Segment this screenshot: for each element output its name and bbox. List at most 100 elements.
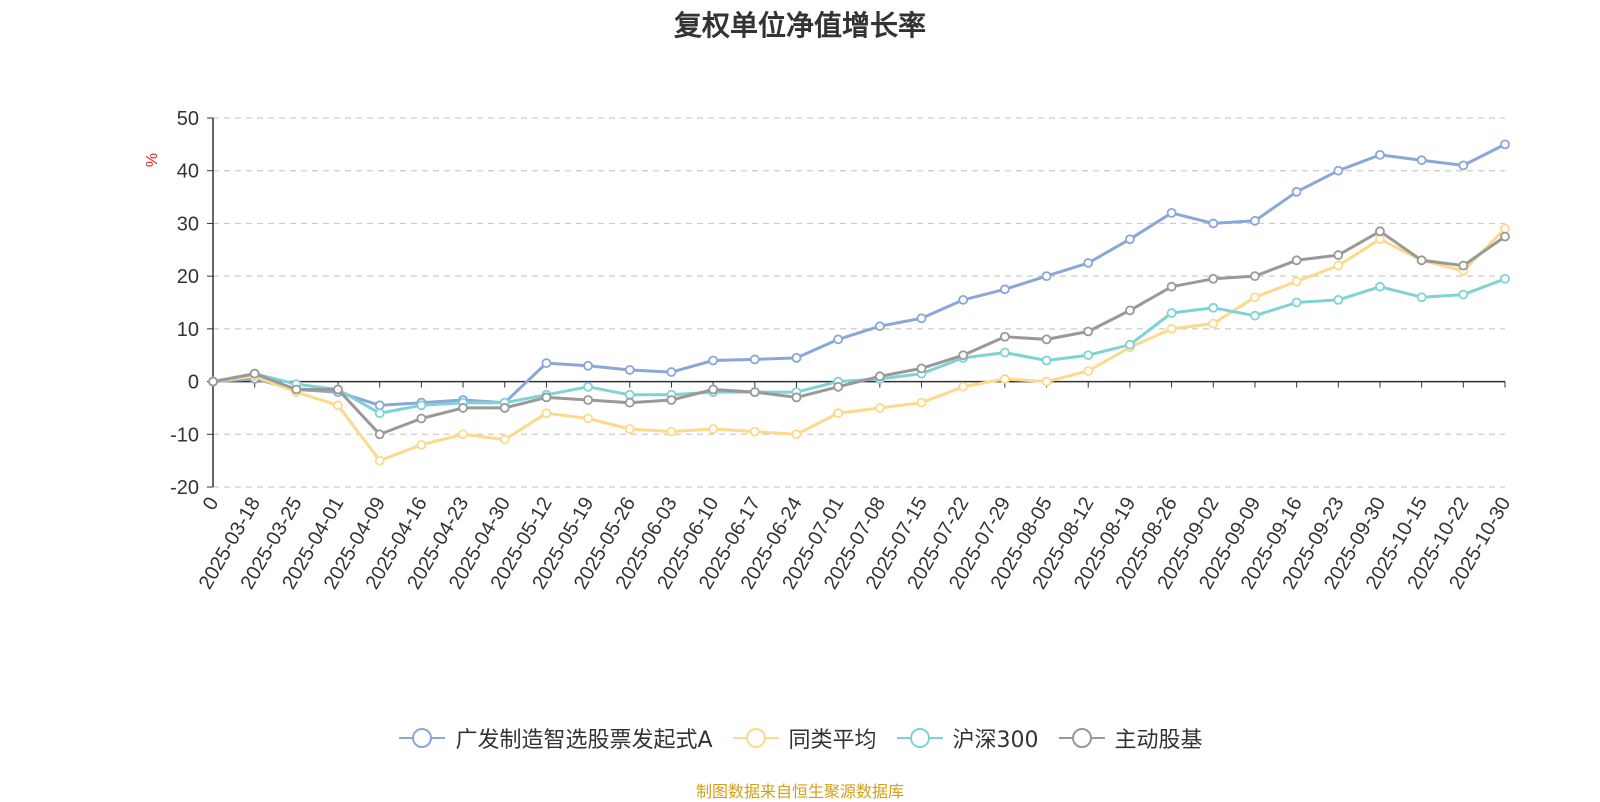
data-point	[1083, 258, 1094, 268]
data-point	[291, 384, 302, 395]
data-point	[1166, 281, 1177, 292]
data-point	[1333, 260, 1344, 271]
legend-marker-icon	[895, 726, 945, 750]
y-tick-label: 0	[188, 372, 199, 394]
y-tick-label: -20	[170, 477, 199, 499]
data-point	[1166, 308, 1177, 318]
data-source-note: 制图数据来自恒生聚源数据库	[695, 782, 904, 801]
data-point	[1208, 273, 1219, 284]
legend-label: 广发制造智选股票发起式A	[455, 728, 713, 753]
data-point	[1375, 281, 1385, 292]
data-point	[1500, 231, 1510, 242]
data-point	[624, 397, 635, 408]
series-line-3	[211, 277, 1507, 415]
data-point	[624, 389, 635, 400]
data-point	[458, 403, 468, 413]
data-point	[1125, 305, 1135, 316]
data-point	[1375, 149, 1385, 160]
data-point	[499, 434, 510, 445]
data-point	[1458, 160, 1469, 171]
data-point	[1500, 139, 1510, 150]
legend-item-3[interactable]: 沪深300	[895, 722, 1039, 754]
y-tick-label: 40	[177, 161, 199, 183]
legend-marker-icon	[731, 726, 781, 750]
data-point	[374, 455, 385, 466]
data-point	[833, 381, 844, 392]
data-point	[833, 334, 844, 345]
data-point	[1041, 271, 1052, 282]
data-point	[874, 371, 885, 382]
data-point	[1291, 297, 1302, 308]
data-point	[999, 331, 1010, 342]
data-point	[958, 381, 969, 392]
data-point	[1250, 271, 1260, 282]
data-point	[1250, 215, 1260, 226]
data-point	[874, 403, 885, 413]
y-axis-label: %	[144, 153, 161, 167]
data-point	[416, 413, 427, 424]
data-point	[1375, 226, 1385, 237]
data-point	[374, 408, 385, 419]
legend-marker-icon	[1057, 726, 1107, 750]
data-point	[916, 397, 927, 408]
data-point	[1333, 250, 1344, 260]
series-line-4	[211, 229, 1507, 436]
data-point	[916, 363, 927, 374]
legend-item-4[interactable]: 主动股基	[1057, 722, 1203, 754]
data-point	[791, 392, 802, 403]
chart-title: 复权单位净值增长率	[673, 9, 926, 42]
legend-item-1[interactable]: 广发制造智选股票发起式A	[397, 722, 713, 754]
data-point	[1083, 366, 1094, 376]
data-point	[1291, 276, 1302, 287]
data-point	[1291, 255, 1302, 266]
data-point	[333, 384, 343, 395]
data-point	[958, 294, 969, 305]
data-point	[416, 400, 427, 411]
y-tick-label: 30	[177, 213, 199, 235]
legend-label: 沪深300	[952, 728, 1039, 753]
data-point	[749, 354, 760, 365]
data-point	[666, 395, 677, 405]
data-point	[1041, 334, 1052, 345]
data-point	[1291, 186, 1302, 197]
x-tick-label: 0	[199, 494, 224, 515]
data-point	[624, 365, 635, 375]
data-point	[541, 392, 552, 403]
y-tick-label: 50	[177, 108, 199, 130]
data-point	[458, 429, 468, 440]
data-point	[708, 424, 719, 434]
data-point	[1416, 155, 1427, 166]
legend-item-2[interactable]: 同类平均	[731, 722, 877, 754]
data-point	[1041, 355, 1052, 366]
data-point	[999, 374, 1010, 384]
data-point	[1333, 294, 1344, 305]
y-tick-label: -10	[170, 424, 199, 446]
data-point	[916, 313, 927, 324]
data-point	[708, 384, 719, 395]
data-point	[666, 426, 677, 437]
data-point	[416, 439, 427, 450]
data-point	[583, 395, 593, 405]
data-point	[666, 367, 677, 377]
data-point	[249, 368, 260, 379]
data-point	[1208, 318, 1219, 329]
data-point	[1125, 234, 1135, 245]
data-point	[583, 360, 593, 371]
series-line-2	[211, 227, 1507, 463]
data-point	[1083, 326, 1094, 337]
data-point	[958, 350, 969, 361]
data-point	[374, 429, 385, 440]
data-point	[749, 426, 760, 437]
line-chart: -20-1001020304050%02025-03-182025-03-252…	[144, 108, 1515, 593]
data-point	[333, 400, 343, 411]
data-point	[1500, 223, 1510, 234]
data-point	[1333, 165, 1344, 176]
data-point	[541, 358, 552, 369]
series-line-1	[211, 142, 1507, 407]
y-tick-label: 10	[177, 319, 199, 341]
data-point	[1166, 323, 1177, 334]
data-point	[749, 387, 760, 398]
data-point	[999, 284, 1010, 295]
data-point	[1041, 376, 1052, 387]
legend-label: 同类平均	[788, 728, 877, 753]
